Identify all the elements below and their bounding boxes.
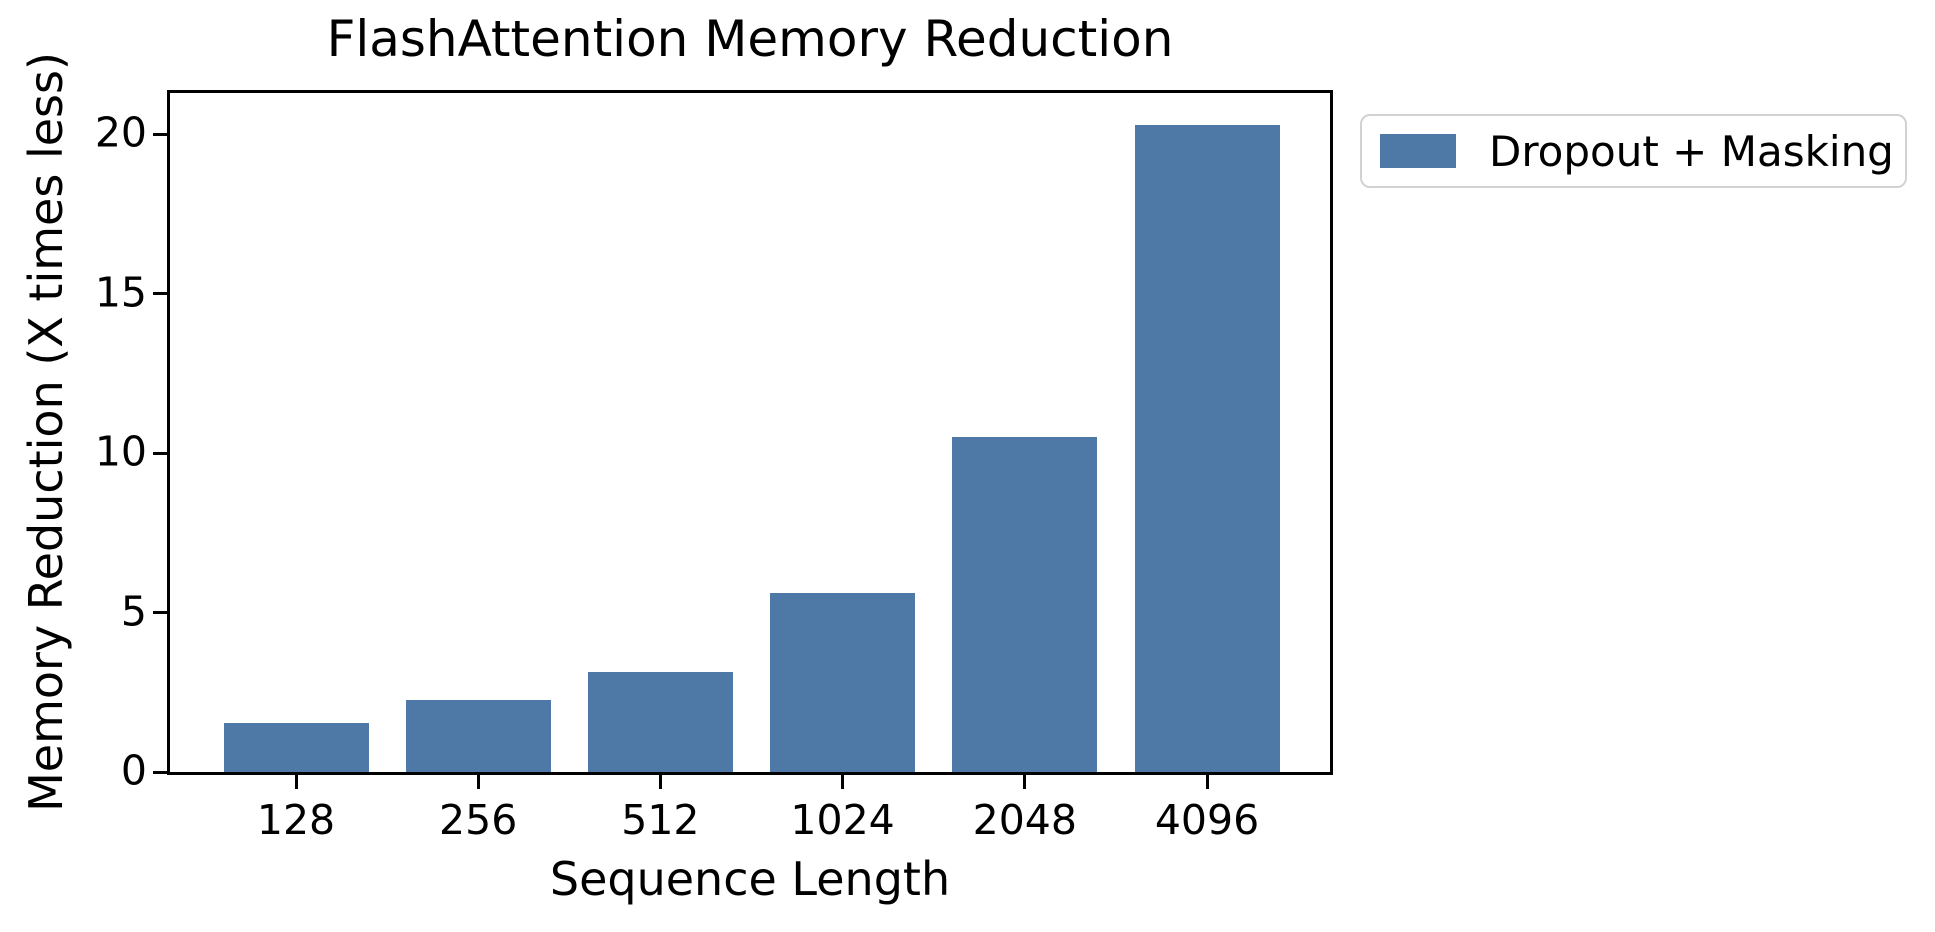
bar-512 [587,671,733,772]
bar-1024 [770,593,916,772]
bar-4096 [1134,124,1280,772]
x-tick-label-128: 128 [256,796,336,844]
legend-swatch-dropout-masking [1380,134,1456,168]
x-tick-label-1024: 1024 [790,796,895,844]
y-tick-label-15: 15 [94,268,147,317]
y-tick-label-20: 20 [94,109,147,158]
x-axis-label: Sequence Length [549,852,951,906]
bar-128 [223,722,369,772]
chart-title: FlashAttention Memory Reduction [326,10,1174,68]
x-tick-mark-2048 [1023,775,1027,789]
y-tick-mark-0 [153,770,167,774]
bar-2048 [952,437,1098,772]
legend: Dropout + Masking [1360,114,1907,188]
y-tick-label-5: 5 [120,587,147,636]
y-tick-label-0: 0 [120,746,147,795]
x-tick-label-512: 512 [621,796,700,844]
y-tick-mark-15 [153,292,167,296]
x-tick-label-4096: 4096 [1154,796,1260,844]
x-tick-label-256: 256 [439,796,518,844]
x-tick-mark-256 [476,775,480,789]
plot-area: 128 256 512 1024 2048 4096 0 5 10 15 20 [95,90,1333,841]
legend-label: Dropout + Masking [1489,126,1894,176]
x-tick-mark-128 [294,775,298,789]
y-tick-mark-5 [153,611,167,615]
x-tick-mark-512 [658,775,662,789]
y-tick-mark-20 [153,132,167,136]
x-tick-mark-1024 [841,775,845,789]
y-tick-label-10: 10 [94,427,147,476]
bar-256 [405,700,551,772]
x-tick-label-2048: 2048 [972,796,1077,844]
y-tick-mark-10 [153,451,167,455]
x-tick-mark-4096 [1205,775,1209,789]
